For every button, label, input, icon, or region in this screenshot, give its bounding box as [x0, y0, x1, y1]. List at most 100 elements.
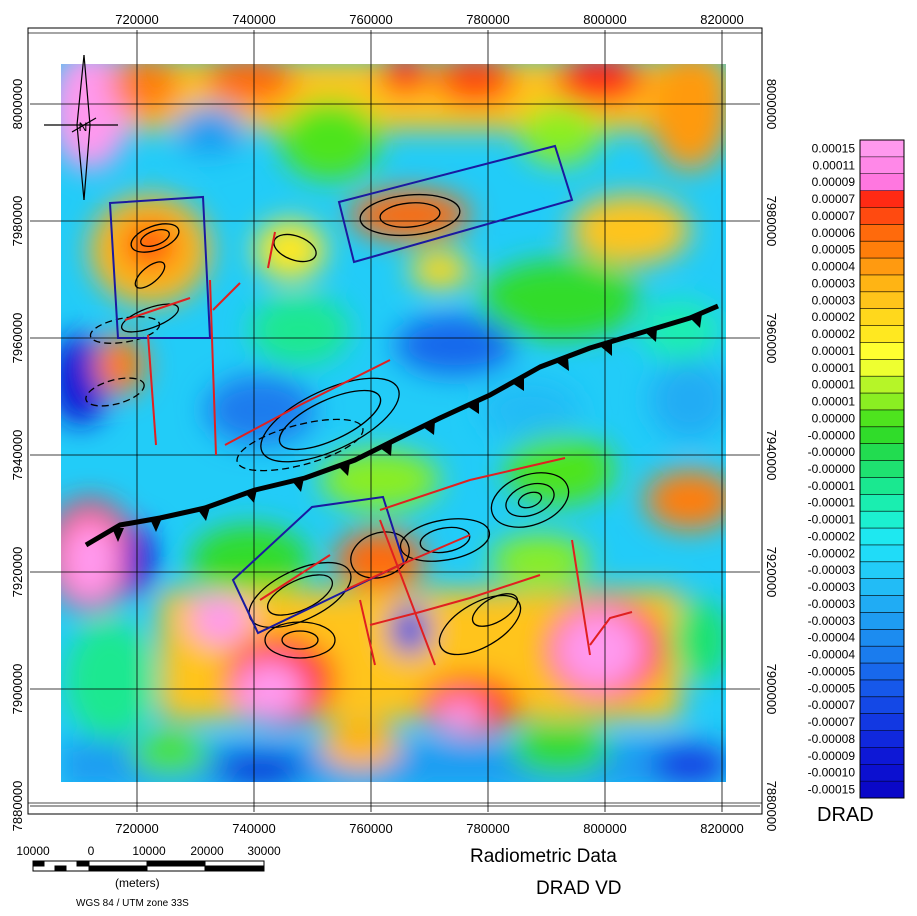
y-tick-left: 7940000 [10, 430, 25, 481]
legend-swatch [860, 730, 904, 748]
legend-swatch [860, 679, 904, 698]
x-tick-bottom: 800000 [583, 821, 626, 836]
legend-label: -0.00004 [808, 631, 856, 645]
x-tick-top: 820000 [700, 12, 743, 27]
legend-label: 0.00006 [812, 226, 856, 240]
legend-label: -0.00000 [808, 445, 856, 459]
legend-label: -0.00000 [808, 462, 856, 476]
y-tick-right: 7900000 [764, 664, 779, 715]
legend-swatch [860, 713, 904, 731]
legend-swatch [860, 325, 904, 343]
legend-label: -0.00003 [808, 580, 856, 594]
y-tick-right: 7960000 [764, 313, 779, 364]
legend-label: -0.00005 [808, 681, 856, 695]
legend-swatch [860, 274, 904, 293]
legend-label: -0.00002 [808, 529, 856, 543]
legend-title: DRAD [817, 804, 874, 826]
contour-lines [85, 193, 570, 659]
north-arrow-label: N [79, 120, 88, 134]
y-tick-right: 7980000 [764, 196, 779, 247]
legend-swatch [860, 308, 904, 326]
legend-swatch [860, 494, 904, 512]
legend-label: 0.00003 [812, 276, 856, 290]
legend-label: -0.00000 [808, 428, 856, 442]
legend-swatch [860, 544, 904, 563]
legend-swatch [860, 426, 904, 445]
map-title: Radiometric Data [470, 846, 617, 867]
radiometric-grid [61, 64, 726, 782]
legend-swatch [860, 258, 904, 276]
legend-label: 0.00011 [813, 158, 856, 172]
x-tick-top: 780000 [466, 12, 509, 27]
legend-swatch [860, 409, 904, 428]
legend-swatch [860, 511, 904, 529]
x-tick-bottom: 720000 [115, 821, 158, 836]
y-tick-right: 7920000 [764, 547, 779, 598]
fault-lines [124, 231, 633, 666]
y-tick-right: 7880000 [764, 781, 779, 832]
color-legend: 0.00015 0.00011 0.00009 0.00007 0.00007 0.000… [808, 139, 905, 799]
thrust-fault [84, 303, 719, 548]
x-tick-top: 800000 [583, 12, 626, 27]
x-tick-bottom: 740000 [232, 821, 275, 836]
legend-label: -0.00001 [808, 496, 856, 510]
scale-bar-label: 10000 [132, 844, 166, 858]
legend-swatch [860, 528, 904, 546]
legend-label: -0.00003 [808, 614, 856, 628]
legend-label: -0.00002 [808, 546, 856, 560]
legend-swatch [860, 764, 904, 782]
y-tick-left: 7980000 [10, 196, 25, 247]
y-tick-left: 7920000 [10, 547, 25, 598]
legend-label: -0.00003 [808, 563, 856, 577]
legend-label: -0.00010 [808, 766, 856, 780]
legend-label: 0.00005 [812, 243, 856, 257]
scale-bar-label: 30000 [247, 844, 281, 858]
legend-label: -0.00015 [808, 783, 856, 797]
legend-label: -0.00005 [808, 664, 856, 678]
legend-label: 0.00001 [812, 361, 856, 375]
legend-swatch [860, 207, 904, 225]
x-tick-top: 760000 [349, 12, 392, 27]
legend-swatch [860, 595, 904, 613]
legend-swatch [860, 747, 904, 765]
legend-label: 0.00001 [812, 378, 856, 392]
scale-bar-label: 20000 [190, 844, 224, 858]
legend-swatch [860, 190, 904, 208]
legend-label: -0.00009 [808, 749, 856, 763]
north-arrow [44, 54, 118, 201]
legend-label: 0.00004 [812, 260, 856, 274]
legend-swatch [860, 561, 904, 580]
scale-bar-units: (meters) [115, 876, 160, 890]
legend-label: 0.00007 [812, 192, 856, 206]
legend-swatch [860, 224, 904, 242]
legend-swatch [860, 156, 904, 175]
scale-bar-label: 0 [87, 844, 95, 858]
legend-swatch [860, 173, 904, 192]
legend-label: 0.00001 [812, 395, 856, 409]
x-tick-bottom: 820000 [700, 821, 743, 836]
y-tick-left: 7960000 [10, 313, 25, 364]
legend-swatch [860, 663, 904, 681]
legend-swatch [860, 578, 904, 596]
legend-swatch [860, 291, 904, 310]
legend-label: 0.00007 [812, 209, 856, 223]
legend-swatch [860, 241, 904, 259]
legend-label: -0.00004 [808, 648, 856, 662]
legend-swatch [860, 359, 904, 377]
y-tick-left: 8000000 [10, 79, 25, 130]
legend-label: -0.00001 [808, 479, 856, 493]
legend-label: -0.00003 [808, 597, 856, 611]
y-tick-left: 7880000 [10, 781, 25, 832]
x-tick-top: 720000 [115, 12, 158, 27]
legend-swatch [860, 612, 904, 630]
legend-label: -0.00008 [808, 732, 856, 746]
legend-label: 0.00015 [812, 141, 856, 155]
legend-label: -0.00007 [808, 715, 856, 729]
x-tick-top: 740000 [232, 12, 275, 27]
legend-frame [859, 139, 905, 799]
y-tick-right: 8000000 [764, 79, 779, 130]
legend-label: 0.00009 [812, 175, 856, 189]
legend-swatch [860, 376, 904, 394]
legend-swatch [860, 629, 904, 647]
